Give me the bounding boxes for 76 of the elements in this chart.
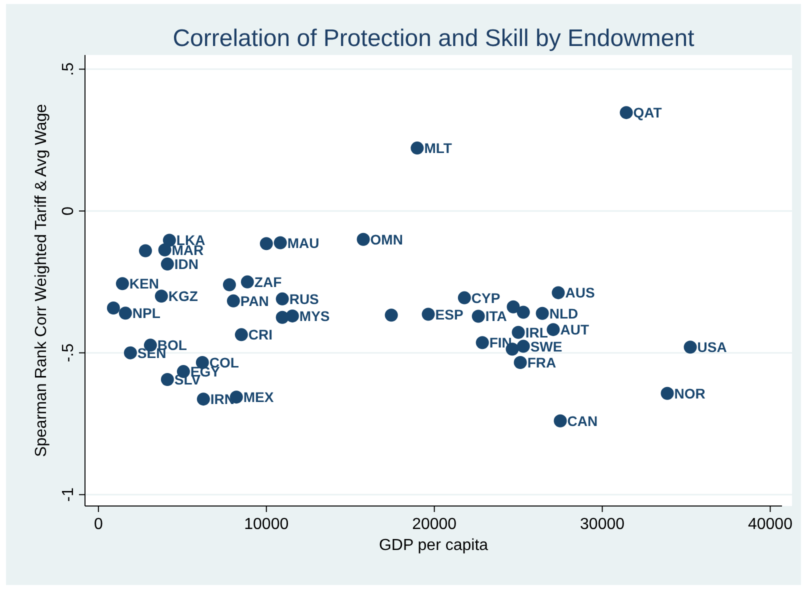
point (512, 326, 525, 339)
point (506, 300, 520, 314)
annotation: IDN (174, 256, 199, 272)
point (222, 278, 236, 292)
point (410, 142, 424, 155)
annotation: MAU (287, 234, 320, 251)
point (154, 290, 168, 303)
y-tick-label: -1 (60, 487, 77, 502)
point (260, 237, 273, 250)
chart-title: Correlation of Protection and Skill by Endowment (172, 25, 695, 52)
point (196, 392, 210, 406)
point (552, 286, 565, 300)
point (684, 340, 697, 354)
annotation: CRI (248, 326, 273, 343)
annotation: AUT (560, 322, 590, 338)
point (546, 323, 560, 336)
point (384, 308, 398, 322)
point (620, 106, 633, 120)
point (162, 234, 176, 247)
point (124, 346, 137, 360)
point (240, 275, 254, 288)
annotation: CAN (567, 412, 598, 429)
point (138, 244, 152, 258)
point (116, 277, 129, 290)
point (476, 336, 489, 350)
x-axis-title: GDP per capita (378, 537, 488, 554)
point (458, 291, 471, 304)
point (118, 306, 132, 320)
point (106, 302, 120, 315)
annotation: ESP (435, 306, 464, 322)
point (516, 340, 530, 353)
annotation: OMN (370, 231, 403, 248)
annotation: MLT (424, 140, 452, 156)
point (514, 356, 527, 369)
annotation: MYS (299, 308, 330, 324)
annotation: RUS (289, 290, 319, 307)
point (234, 328, 248, 342)
point (160, 258, 174, 271)
y-tick-label: 0 (60, 206, 77, 216)
annotation: ITA (485, 308, 507, 324)
point (160, 372, 174, 386)
x-tick-label: 30000 (580, 516, 625, 533)
annotation: NLD (549, 305, 578, 322)
annotation: PAN (240, 292, 269, 309)
annotation: USA (697, 339, 727, 356)
y-tick-label: -.5 (60, 343, 77, 362)
point (516, 306, 530, 319)
point (158, 243, 172, 256)
annotation: AUS (565, 284, 595, 301)
annotation: NPL (132, 305, 161, 322)
annotation: SWE (530, 338, 562, 354)
point (472, 310, 485, 323)
point (276, 292, 289, 306)
point (422, 308, 435, 321)
y-tick-label: .5 (60, 62, 77, 76)
x-tick-label: 40000 (748, 516, 793, 533)
annotation: CYP (471, 290, 500, 306)
annotation: FRA (527, 354, 556, 370)
point (536, 306, 549, 320)
point (274, 236, 287, 250)
point (226, 294, 240, 308)
annotation: IRL (525, 324, 548, 340)
annotation: ZAF (254, 274, 282, 290)
annotation: MEX (243, 389, 274, 406)
y-axis-title: Spearman Rank Corr Weighted Tariff & Avg Wage (33, 104, 50, 458)
annotation: QAT (633, 104, 662, 121)
x-tick-label: 0 (94, 516, 103, 533)
x-tick-label: 10000 (244, 516, 289, 533)
x-tick-label: 20000 (412, 516, 457, 533)
annotation: KGZ (168, 288, 198, 304)
point (660, 386, 674, 400)
point (356, 232, 370, 246)
point (286, 309, 299, 322)
annotation: NOR (674, 385, 706, 402)
point (554, 414, 567, 428)
annotation: KEN (129, 276, 159, 292)
